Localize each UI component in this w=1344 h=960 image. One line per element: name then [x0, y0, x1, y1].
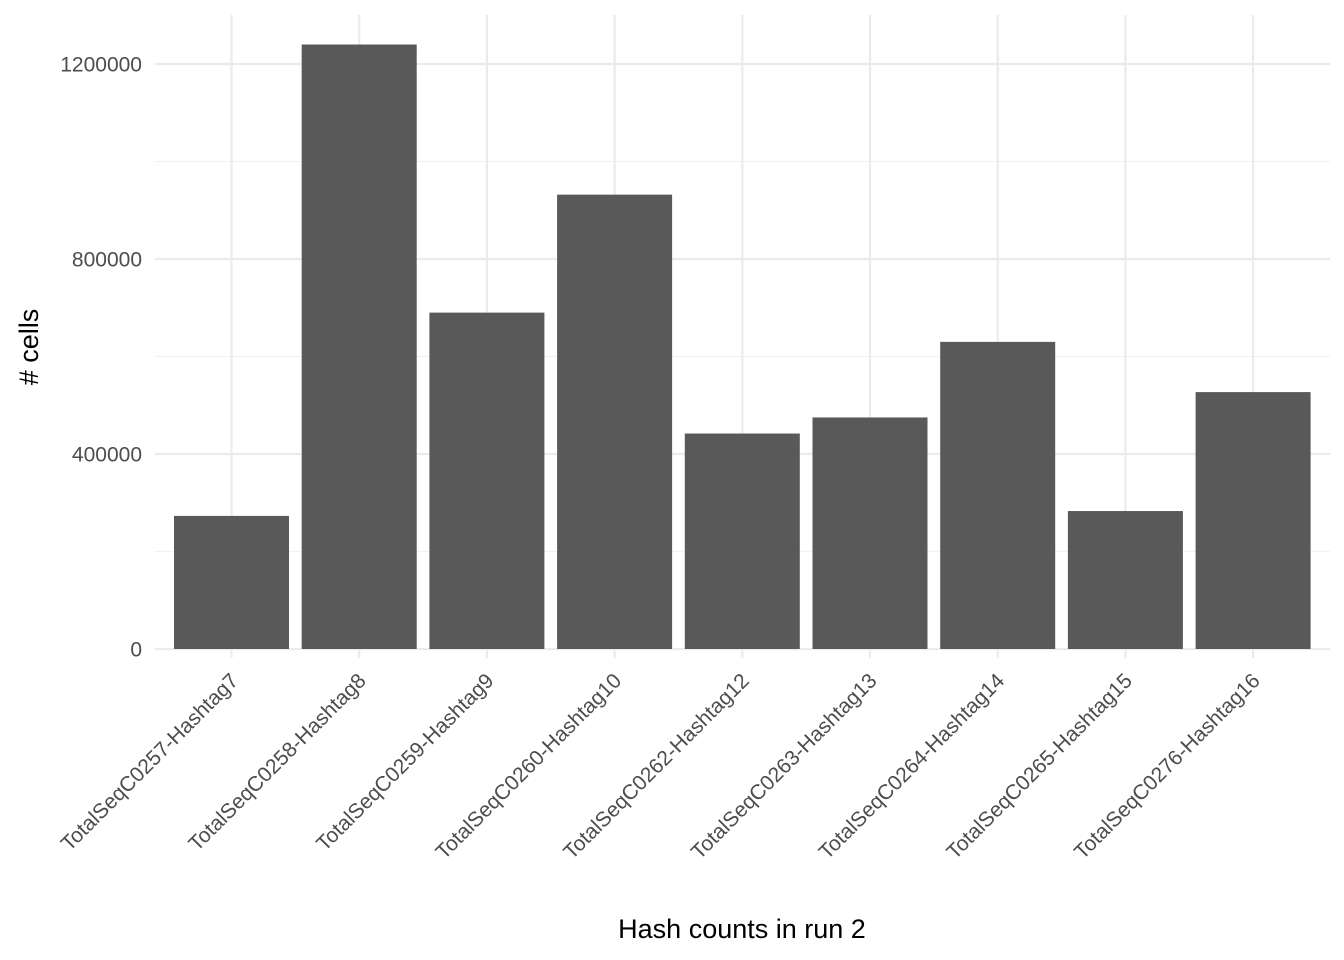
bar-TotalSeqC0276-Hashtag16 [1195, 392, 1311, 649]
bar-TotalSeqC0257-Hashtag7 [174, 515, 289, 649]
bars [174, 44, 1311, 649]
bar-TotalSeqC0264-Hashtag14 [940, 341, 1056, 649]
y-tick-label: 400000 [72, 444, 142, 467]
bar-TotalSeqC0260-Hashtag10 [557, 194, 673, 649]
bar-TotalSeqC0258-Hashtag8 [301, 44, 417, 649]
bar-TotalSeqC0262-Hashtag12 [684, 433, 800, 649]
y-axis-title: # cells [14, 309, 44, 386]
y-axis-ticks: 0 400000 800000 1200000 [60, 54, 142, 662]
bar-TotalSeqC0259-Hashtag9 [429, 312, 545, 649]
x-axis-title: Hash counts in run 2 [618, 914, 866, 944]
y-tick-label: 800000 [72, 249, 142, 272]
bar-TotalSeqC0263-Hashtag13 [812, 417, 928, 649]
y-tick-label: 0 [130, 639, 142, 662]
bar-TotalSeqC0265-Hashtag15 [1067, 511, 1183, 649]
y-tick-label: 1200000 [60, 54, 142, 77]
x-axis-ticks: TotalSeqC0257-Hashtag7TotalSeqC0258-Hash… [57, 669, 1265, 864]
